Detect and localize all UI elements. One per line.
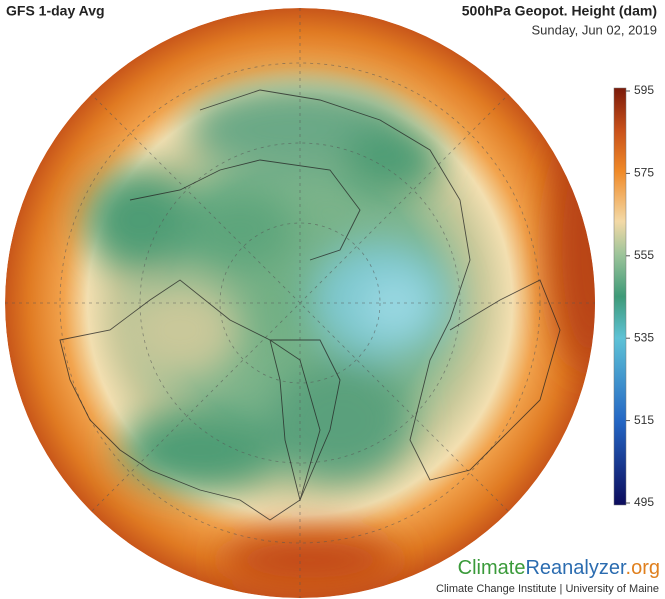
colorbar [613,87,627,506]
brand-part: Climate [458,557,526,579]
colorbar-tick-label: 555 [634,248,654,262]
colorbar-tick-label: 575 [634,166,654,180]
globe [5,8,595,598]
variable-label: 500hPa Geopot. Height (dam) [462,3,657,19]
credit: Climate Change Institute | University of… [436,583,659,595]
colorbar-tick-label: 595 [634,83,654,97]
graticule [5,8,595,598]
map-title: GFS 1-day Avg [6,3,105,19]
brand: ClimateReanalyzer.org [458,557,660,579]
brand-part: .org [626,557,660,579]
date-label: Sunday, Jun 02, 2019 [531,22,657,37]
colorbar-tick-label: 515 [634,413,654,427]
brand-part: Reanalyzer [525,557,627,579]
coastlines [59,89,561,521]
colorbar-tick-label: 495 [634,495,654,509]
colorbar-tick-label: 535 [634,330,654,344]
colorbar-ticks: 495 515 535 555 575 595 [626,83,654,509]
